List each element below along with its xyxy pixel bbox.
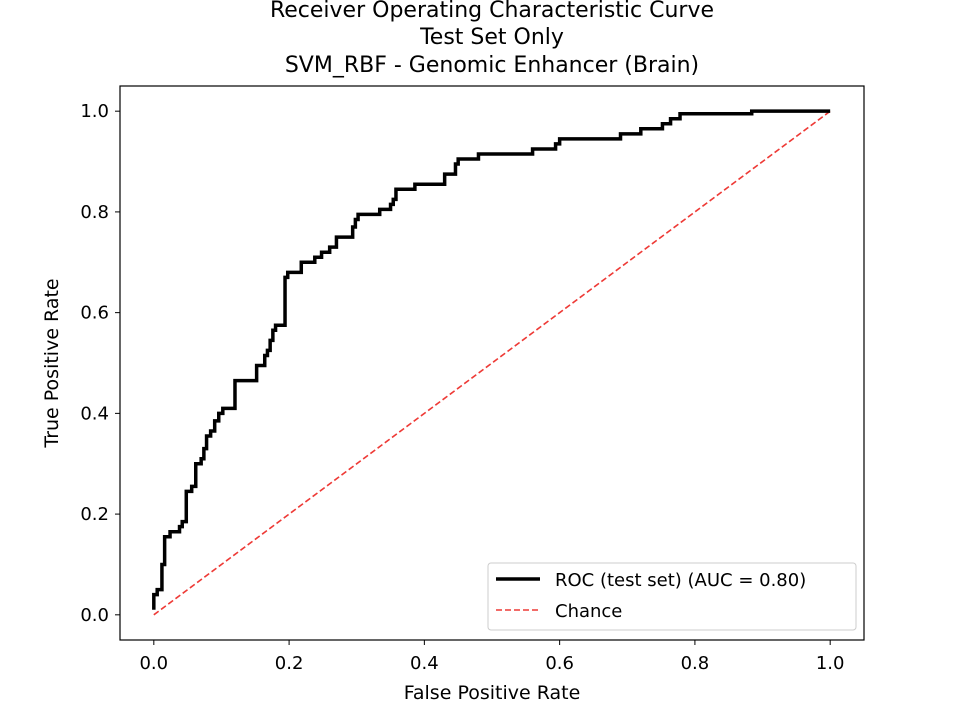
y-tick-label: 0.4	[80, 403, 109, 424]
legend: ROC (test set) (AUC = 0.80) Chance	[487, 562, 857, 631]
legend-chance-label: Chance	[555, 601, 622, 622]
x-tick-label: 0.6	[545, 653, 574, 674]
y-tick-label: 0.2	[80, 504, 109, 525]
y-tick-label: 1.0	[80, 101, 109, 122]
axes-frame	[119, 85, 865, 641]
chance-line	[153, 110, 831, 616]
chart-title-line-1: Receiver Operating Characteristic Curve	[270, 0, 714, 23]
x-axis-label: False Positive Rate	[404, 682, 581, 704]
x-tick-label: 0.0	[139, 653, 168, 674]
y-tick-label: 0.0	[80, 605, 109, 626]
chart-title-line-3: SVM_RBF - Genomic Enhancer (Brain)	[285, 53, 699, 78]
y-tick-label: 0.6	[80, 303, 109, 324]
legend-box	[487, 562, 857, 631]
legend-roc-label: ROC (test set) (AUC = 0.80)	[555, 570, 806, 591]
roc-curve	[152, 109, 831, 610]
axis-ticks: 0.0 0.2 0.4 0.6 0.8 1.0 0.0 0.2 0.4 0.6 0.8 1.0	[80, 101, 844, 674]
x-tick-label: 0.8	[681, 653, 710, 674]
x-tick-label: 0.4	[410, 653, 439, 674]
x-tick-label: 0.2	[275, 653, 304, 674]
chart-title-line-2: Test Set Only	[419, 25, 564, 50]
y-axis-label: True Positive Rate	[41, 278, 63, 448]
plot-area	[152, 109, 831, 616]
y-tick-label: 0.8	[80, 202, 109, 223]
x-tick-label: 1.0	[816, 653, 845, 674]
